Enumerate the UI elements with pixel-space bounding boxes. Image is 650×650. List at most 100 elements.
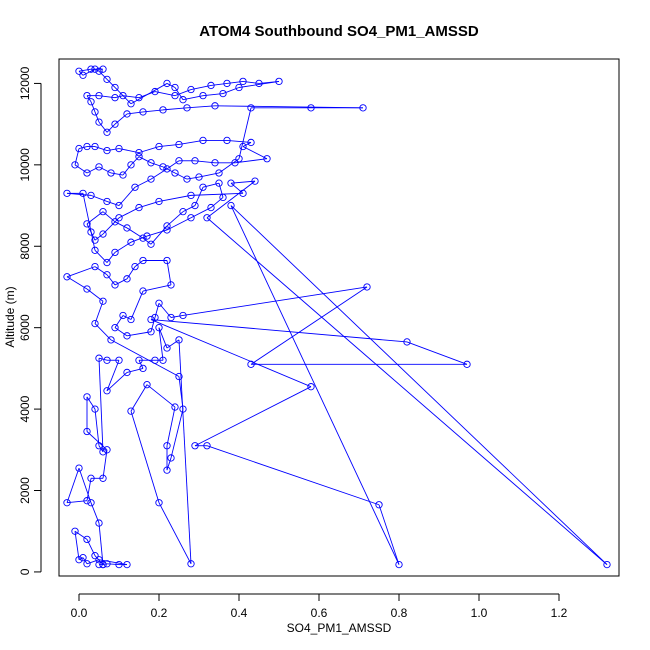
data-point (163, 79, 171, 88)
series-segment (166, 160, 180, 170)
data-point (83, 560, 91, 568)
data-point (83, 91, 91, 100)
series-segment (106, 252, 116, 263)
data-point (175, 157, 183, 165)
data-point (147, 159, 155, 167)
x-axis-title: SO4_PM1_AMSSD (287, 621, 392, 635)
series-segment (110, 339, 180, 377)
data-point (155, 142, 163, 151)
series-segment (94, 111, 100, 123)
series-segment (238, 107, 252, 159)
series-segment (166, 83, 176, 88)
data-point (123, 368, 131, 377)
series-segment (94, 266, 108, 276)
data-point (111, 281, 119, 289)
data-point (135, 94, 143, 102)
data-point (143, 381, 151, 389)
series-segment (114, 113, 128, 125)
series-segment (134, 178, 152, 188)
x-tick-label: 0.0 (71, 606, 88, 620)
series-segment (106, 274, 116, 286)
data-point (151, 87, 159, 96)
series-segment (126, 367, 144, 373)
series-segment (190, 207, 212, 219)
data-point (99, 474, 107, 482)
series-segment (102, 217, 120, 235)
data-point (171, 91, 179, 100)
series-segment (90, 101, 96, 113)
data-point (91, 551, 99, 560)
data-point (111, 94, 119, 102)
data-point (163, 466, 171, 474)
data-point (123, 110, 131, 118)
data-point (91, 65, 99, 73)
data-point (111, 248, 119, 257)
data-point (103, 356, 111, 364)
y-tick-label: 4000 (18, 395, 32, 422)
data-point (103, 75, 111, 84)
data-point (103, 146, 111, 155)
data-point (251, 177, 259, 185)
data-point (239, 142, 247, 151)
series-segment (94, 146, 108, 152)
data-point (395, 560, 403, 569)
data-point (199, 183, 207, 191)
data-point (127, 315, 135, 324)
series-segment (182, 286, 368, 316)
data-point (115, 560, 123, 569)
data-point (103, 446, 111, 454)
series-segment (178, 339, 192, 564)
data-point (75, 464, 83, 472)
x-tick-label: 0.2 (151, 606, 168, 620)
y-axis-title: Altitude (m) (3, 286, 17, 347)
series-segment (114, 327, 128, 337)
data-point (95, 91, 103, 100)
series-segment (130, 290, 144, 320)
data-point (95, 560, 103, 569)
data-point (167, 454, 175, 462)
data-point (127, 407, 135, 415)
data-point (63, 273, 71, 281)
series-segment (170, 315, 184, 318)
series-segment (214, 105, 364, 109)
series-segment (122, 95, 140, 99)
series-segment (138, 360, 144, 369)
series-segment (98, 358, 104, 452)
data-point (111, 83, 119, 92)
plot-frame (58, 58, 620, 577)
series-segment (166, 457, 172, 471)
data-point (75, 144, 83, 153)
y-tick-label: 2000 (18, 477, 32, 504)
y-axis: 0 2000 4000 6000 8000 10000 12000 (18, 66, 42, 575)
data-point (135, 203, 143, 212)
data-point (71, 527, 79, 535)
series-segment (378, 504, 400, 565)
data-point (91, 142, 99, 151)
data-point (87, 228, 95, 236)
data-point (119, 311, 127, 320)
data-point (147, 240, 155, 248)
data-point (239, 77, 247, 86)
data-point (111, 218, 119, 226)
series-segment (166, 406, 176, 446)
series-segment (150, 319, 408, 343)
series-segment (94, 233, 104, 241)
series-segment (158, 194, 192, 202)
data-point (143, 232, 151, 240)
data-point (135, 148, 143, 157)
data-point (87, 191, 95, 200)
series-segment (230, 182, 244, 194)
series-segment (98, 95, 116, 99)
series-segment (114, 278, 128, 286)
data-point (239, 189, 247, 197)
series-segment (134, 260, 144, 267)
series-segment (242, 142, 252, 147)
series-segment (150, 319, 312, 388)
series-segment (178, 139, 204, 145)
data-point (103, 560, 111, 568)
data-point (159, 106, 167, 114)
data-point (187, 214, 195, 222)
series-segment (218, 183, 224, 198)
series-segment (98, 121, 108, 133)
series-segment (142, 284, 172, 292)
